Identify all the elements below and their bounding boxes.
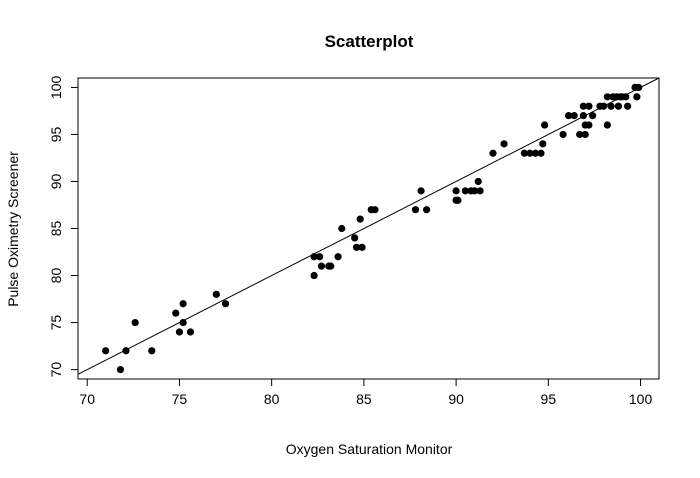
- y-tick-label: 80: [48, 268, 64, 284]
- plot-area-frame: [77, 77, 660, 380]
- x-tick-label: 85: [356, 391, 372, 407]
- data-point: [559, 130, 567, 139]
- data-point: [633, 93, 641, 101]
- data-point: [624, 102, 632, 110]
- y-tick-label: 100: [48, 76, 64, 100]
- data-point: [334, 253, 342, 261]
- x-tick-label: 80: [264, 391, 280, 407]
- data-point: [565, 112, 573, 120]
- data-point: [148, 347, 156, 355]
- data-point: [520, 149, 528, 157]
- reference-line: [77, 77, 660, 375]
- data-point: [585, 102, 593, 110]
- x-tick-label: 90: [448, 391, 464, 407]
- data-point: [531, 149, 540, 157]
- x-tick-label: 95: [541, 391, 557, 407]
- data-point: [122, 347, 130, 355]
- data-point: [417, 187, 425, 195]
- data-point: [356, 215, 364, 223]
- data-point: [423, 206, 431, 214]
- data-point: [221, 300, 230, 308]
- x-axis: 70 75 80 85 90 95 100: [79, 378, 653, 407]
- x-axis-label: Oxygen Saturation Monitor: [286, 441, 453, 457]
- y-axis-label: Pulse Oximetry Screener: [5, 151, 21, 307]
- data-point: [539, 140, 547, 148]
- data-point: [102, 347, 110, 355]
- data-point: [310, 271, 318, 280]
- x-tick-label: 70: [79, 391, 95, 407]
- data-point: [461, 187, 469, 195]
- data-point: [454, 196, 462, 204]
- data-point: [537, 149, 545, 157]
- x-tick-label: 75: [172, 391, 188, 407]
- x-tick-label: 100: [629, 391, 653, 407]
- data-point: [411, 206, 420, 214]
- data-point: [579, 112, 587, 120]
- data-point: [351, 234, 359, 242]
- data-point: [470, 187, 479, 195]
- data-point: [474, 177, 482, 186]
- data-point: [371, 206, 379, 214]
- data-point: [116, 365, 125, 374]
- data-point: [570, 112, 578, 120]
- data-point: [476, 187, 484, 195]
- data-point: [310, 253, 318, 261]
- data-point: [585, 121, 593, 129]
- data-point: [317, 262, 326, 270]
- y-tick-label: 70: [48, 362, 64, 378]
- y-tick-label: 90: [48, 173, 64, 189]
- data-point: [172, 309, 180, 317]
- data-point: [579, 102, 587, 110]
- data-point: [600, 102, 608, 110]
- data-point: [175, 328, 184, 336]
- data-point: [607, 102, 615, 110]
- y-tick-label: 85: [48, 221, 64, 237]
- data-point: [179, 318, 187, 327]
- y-axis: 70 75 80 85 90 95 100: [48, 76, 79, 378]
- data-point: [489, 149, 497, 157]
- y-tick-label: 75: [48, 315, 64, 331]
- data-point: [131, 318, 139, 327]
- data-point: [581, 130, 589, 139]
- data-point: [352, 243, 361, 251]
- data-point: [338, 224, 346, 233]
- data-point: [358, 243, 366, 251]
- data-point: [589, 112, 597, 120]
- y-tick-label: 95: [48, 126, 64, 142]
- data-point: [212, 290, 220, 298]
- data-points: [102, 83, 643, 374]
- data-point: [614, 102, 623, 110]
- data-point: [500, 140, 508, 148]
- data-point: [186, 328, 195, 336]
- data-point: [526, 149, 534, 157]
- data-point: [576, 130, 584, 139]
- data-point: [603, 121, 611, 129]
- data-point: [179, 300, 187, 308]
- data-point: [603, 93, 611, 101]
- data-point: [541, 121, 549, 129]
- data-point: [635, 83, 643, 92]
- data-point: [316, 253, 324, 261]
- chart-title: Scatterplot: [325, 32, 414, 51]
- data-point: [327, 262, 335, 270]
- data-point: [622, 93, 630, 101]
- data-point: [452, 187, 460, 195]
